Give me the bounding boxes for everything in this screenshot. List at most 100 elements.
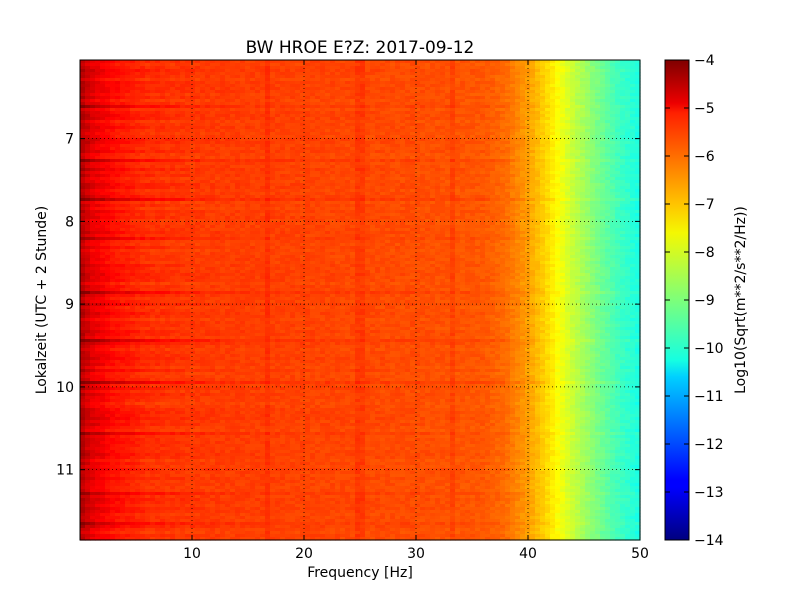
heatmap-cell (210, 105, 216, 109)
heatmap-cell (160, 69, 166, 73)
heatmap-cell (355, 93, 361, 97)
heatmap-cell (125, 69, 131, 73)
heatmap-cell (355, 99, 361, 103)
heatmap-cell (615, 111, 621, 115)
heatmap-cell (220, 75, 226, 79)
heatmap-cell (295, 60, 301, 64)
heatmap-cell (90, 90, 96, 94)
heatmap-cell (145, 60, 151, 64)
heatmap-cell (590, 60, 596, 64)
heatmap-cell (270, 111, 276, 115)
heatmap-cell (495, 111, 501, 115)
heatmap-cell (130, 63, 136, 67)
heatmap-cell (450, 108, 456, 112)
heatmap-cell (225, 66, 231, 70)
heatmap-cell (160, 66, 166, 70)
heatmap-cell (315, 96, 321, 100)
heatmap-cell (85, 102, 91, 106)
heatmap-cell (170, 99, 176, 103)
heatmap-cell (275, 87, 281, 91)
heatmap-cell (625, 78, 631, 82)
heatmap-cell (360, 108, 366, 112)
heatmap-cell (335, 75, 341, 79)
heatmap-cell (405, 105, 411, 109)
heatmap-cell (550, 75, 556, 79)
heatmap-cell (140, 111, 146, 115)
heatmap-cell (620, 72, 626, 76)
heatmap-cell (555, 93, 561, 97)
heatmap-cell (590, 63, 596, 67)
heatmap-cell (315, 78, 321, 82)
heatmap-cell (615, 102, 621, 106)
heatmap-cell (550, 72, 556, 76)
heatmap-cell (615, 108, 621, 112)
heatmap-cell (290, 114, 296, 118)
heatmap-cell (385, 102, 391, 106)
heatmap-cell (370, 102, 376, 106)
heatmap-cell (295, 93, 301, 97)
heatmap-cell (350, 96, 356, 100)
heatmap-cell (460, 93, 466, 97)
heatmap-cell (305, 81, 311, 85)
heatmap-cell (450, 60, 456, 64)
heatmap-cell (410, 75, 416, 79)
heatmap-cell (540, 90, 546, 94)
heatmap-cell (285, 117, 291, 121)
heatmap-cell (595, 108, 601, 112)
heatmap-cell (345, 87, 351, 91)
heatmap-cell (610, 75, 616, 79)
heatmap-cell (455, 90, 461, 94)
heatmap-cell (150, 81, 156, 85)
heatmap-cell (430, 108, 436, 112)
heatmap-cell (230, 111, 236, 115)
heatmap-cell (290, 102, 296, 106)
heatmap-cell (245, 84, 251, 88)
heatmap-cell (210, 93, 216, 97)
heatmap-cell (340, 90, 346, 94)
heatmap-cell (420, 81, 426, 85)
heatmap-cell (475, 108, 481, 112)
heatmap-cell (140, 105, 146, 109)
heatmap-cell (580, 75, 586, 79)
heatmap-cell (575, 114, 581, 118)
heatmap-cell (415, 108, 421, 112)
heatmap-cell (630, 90, 636, 94)
heatmap-cell (245, 69, 251, 73)
heatmap-cell (535, 84, 541, 88)
heatmap-cell (465, 102, 471, 106)
heatmap-cell (240, 93, 246, 97)
heatmap-cell (525, 105, 531, 109)
heatmap-cell (380, 69, 386, 73)
heatmap-cell (370, 90, 376, 94)
heatmap-cell (240, 105, 246, 109)
heatmap-cell (335, 96, 341, 100)
heatmap-cell (485, 108, 491, 112)
heatmap-cell (335, 114, 341, 118)
heatmap-cell (310, 72, 316, 76)
heatmap-cell (620, 87, 626, 91)
heatmap-cell (225, 105, 231, 109)
heatmap-cell (165, 69, 171, 73)
heatmap-cell (355, 63, 361, 67)
heatmap-cell (490, 108, 496, 112)
heatmap-cell (475, 105, 481, 109)
heatmap-cell (210, 81, 216, 85)
heatmap-cell (470, 102, 476, 106)
heatmap-cell (350, 84, 356, 88)
heatmap-cell (80, 117, 86, 121)
heatmap-cell (505, 87, 511, 91)
heatmap-cell (475, 78, 481, 82)
heatmap-cell (370, 96, 376, 100)
heatmap-cell (635, 66, 641, 70)
heatmap-cell (490, 63, 496, 67)
heatmap-cell (560, 99, 566, 103)
heatmap-cell (455, 99, 461, 103)
heatmap-cell (610, 93, 616, 97)
heatmap-cell (300, 99, 306, 103)
heatmap-cell (575, 75, 581, 79)
heatmap-cell (530, 111, 536, 115)
heatmap-cell (135, 78, 141, 82)
heatmap-cell (215, 84, 221, 88)
heatmap-cell (375, 114, 381, 118)
heatmap-cell (450, 93, 456, 97)
